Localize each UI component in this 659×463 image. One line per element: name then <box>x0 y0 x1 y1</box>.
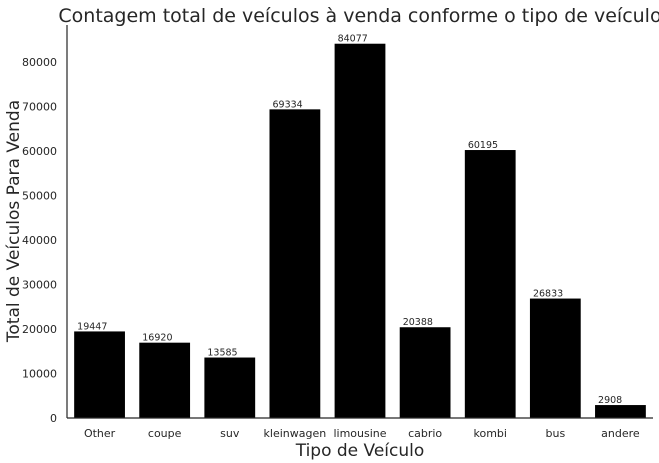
data-label-other: 19447 <box>77 321 107 332</box>
x-tick-label-bus: bus <box>545 427 565 440</box>
y-tick-label-20000: 20000 <box>22 323 57 336</box>
bar-cabrio <box>399 327 451 418</box>
x-tick-label-other: Other <box>84 427 116 440</box>
bar-other <box>74 331 125 418</box>
data-label-kombi: 60195 <box>468 140 498 151</box>
x-tick-label-suv: suv <box>220 427 240 440</box>
y-tick-label-80000: 80000 <box>22 56 57 69</box>
x-tick-label-andere: andere <box>601 427 640 440</box>
data-label-kleinwagen: 69334 <box>272 99 302 110</box>
chart-title: Contagem total de veículos à venda confo… <box>58 5 659 27</box>
data-label-suv: 13585 <box>207 348 237 359</box>
data-label-bus: 26833 <box>533 289 563 300</box>
x-tick-label-limousine: limousine <box>333 427 386 440</box>
x-axis-label: Tipo de Veículo <box>295 441 425 461</box>
bar-kleinwagen <box>269 109 321 418</box>
bar-coupe <box>139 342 191 418</box>
bar-suv <box>204 357 256 418</box>
data-label-cabrio: 20388 <box>403 317 433 328</box>
data-label-andere: 2908 <box>598 395 622 406</box>
y-tick-label-40000: 40000 <box>22 234 57 247</box>
y-tick-label-70000: 70000 <box>22 100 57 113</box>
bar-kombi <box>464 150 516 418</box>
bar-bus <box>529 298 581 418</box>
bars-group: 19447 16920 13585 69334 84077 20388 60195 26833… <box>74 34 646 419</box>
x-tick-label-kombi: kombi <box>473 427 506 440</box>
x-tick-label-coupe: coupe <box>148 427 182 440</box>
y-tick-label-60000: 60000 <box>22 145 57 158</box>
y-tick-label-0: 0 <box>50 412 57 425</box>
x-tick-label-kleinwagen: kleinwagen <box>264 427 327 440</box>
data-label-coupe: 16920 <box>142 333 172 344</box>
bar-limousine <box>334 43 386 419</box>
x-tick-label-cabrio: cabrio <box>408 427 442 440</box>
y-tick-label-10000: 10000 <box>22 367 57 380</box>
y-axis-label: Total de Veículos Para Venda <box>4 100 24 343</box>
y-ticks-group: 0 10000 20000 30000 40000 50000 60000 70000 8000… <box>22 56 57 425</box>
y-tick-label-50000: 50000 <box>22 189 57 202</box>
x-ticks-group: Other coupe suv kleinwagen limousine cabrio ko… <box>84 427 640 440</box>
y-tick-label-30000: 30000 <box>22 278 57 291</box>
bar-andere <box>595 405 646 418</box>
data-label-limousine: 84077 <box>338 34 368 45</box>
